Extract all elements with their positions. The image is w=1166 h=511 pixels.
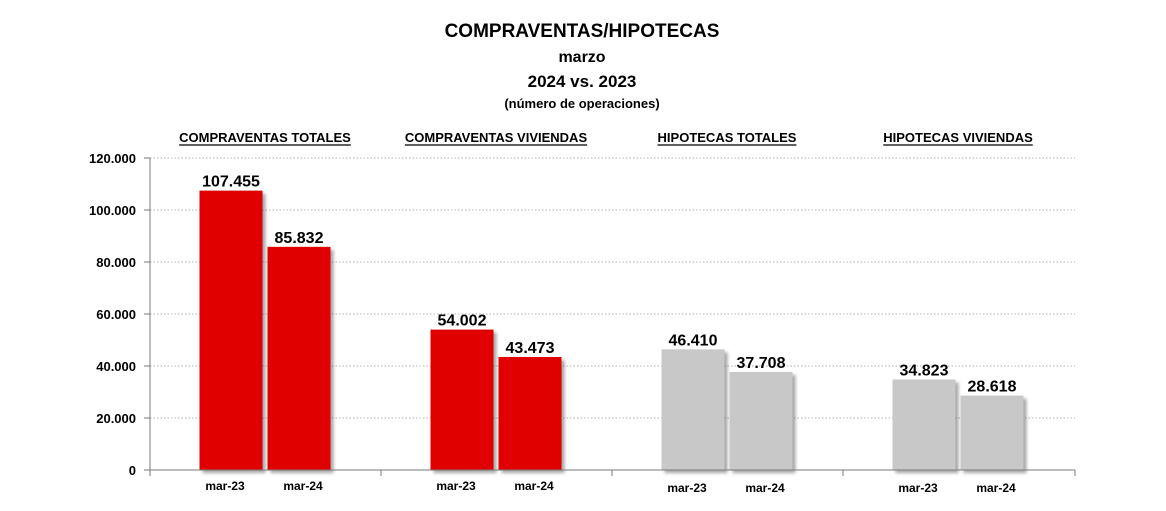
x-tick-label: mar-23: [205, 479, 245, 493]
value-label: 37.708: [737, 355, 786, 372]
value-labels: 107.455 54.002 46.410 34.823 85.832 43.473 37.…: [202, 174, 1016, 396]
value-label: 85.832: [275, 230, 324, 247]
bar-mar-24: [498, 356, 562, 470]
x-tick-label: mar-24: [745, 481, 785, 495]
y-tick-label: 60.000: [96, 307, 136, 322]
bar-mar-23: [199, 190, 263, 470]
bar-mar-23: [892, 379, 956, 470]
chart-subtitle-years: 2024 vs. 2023: [528, 72, 637, 91]
group-headers: COMPRAVENTAS TOTALES COMPRAVENTAS VIVIEND…: [179, 130, 1033, 146]
x-tick-label: mar-23: [898, 481, 938, 495]
bars: [199, 190, 1024, 470]
x-tick-label: mar-24: [283, 479, 323, 493]
x-axis: mar-23 mar-24 mar-23 mar-24 mar-23 mar-24 mar-…: [149, 469, 1076, 495]
value-label: 28.618: [968, 379, 1017, 396]
bar-mar-24: [960, 395, 1024, 470]
bar-mar-23: [661, 349, 725, 470]
y-axis: 0 20.000 40.000 60.000 80.000 100.000 120.000: [89, 151, 151, 478]
y-tick-label: 120.000: [89, 151, 136, 166]
bar-mar-24: [729, 371, 793, 470]
value-label: 46.410: [669, 332, 718, 349]
value-label: 54.002: [438, 313, 487, 330]
bar-mar-23: [430, 329, 494, 470]
y-tick-label: 100.000: [89, 203, 136, 218]
x-tick-label: mar-24: [976, 481, 1016, 495]
x-tick-label: mar-24: [514, 479, 554, 493]
value-label: 43.473: [506, 340, 555, 357]
bar-mar-24: [267, 246, 331, 470]
group-header-label: HIPOTECAS VIVIENDAS: [883, 130, 1033, 145]
x-tick-label: mar-23: [667, 481, 707, 495]
group-header-label: COMPRAVENTAS TOTALES: [179, 130, 351, 145]
y-tick-label: 0: [129, 463, 136, 478]
value-label: 34.823: [900, 362, 949, 379]
chart-subtitle-month: marzo: [558, 49, 605, 66]
chart-subtitle-units: (número de operaciones): [504, 96, 659, 111]
x-tick-label: mar-23: [436, 479, 476, 493]
group-header-label: HIPOTECAS TOTALES: [658, 130, 797, 145]
y-tick-label: 20.000: [96, 411, 136, 426]
group-header-label: COMPRAVENTAS VIVIENDAS: [405, 130, 588, 145]
y-tick-label: 80.000: [96, 255, 136, 270]
value-label: 107.455: [202, 174, 260, 191]
y-tick-label: 40.000: [96, 359, 136, 374]
chart-title: COMPRAVENTAS/HIPOTECAS: [445, 21, 720, 42]
